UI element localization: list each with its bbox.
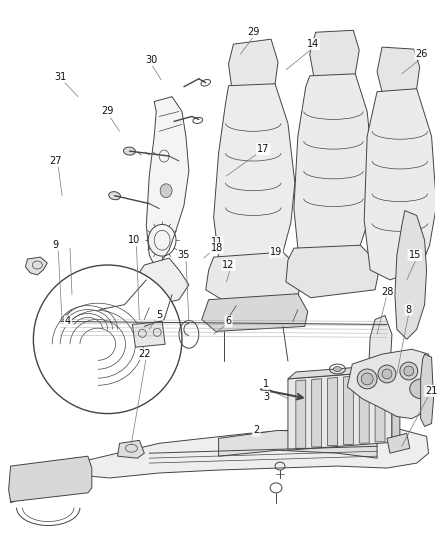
- Polygon shape: [134, 258, 189, 305]
- Polygon shape: [294, 74, 373, 258]
- Polygon shape: [375, 374, 385, 442]
- Text: 15: 15: [409, 250, 421, 260]
- Polygon shape: [25, 257, 47, 275]
- Circle shape: [357, 369, 377, 389]
- Polygon shape: [21, 477, 39, 485]
- Text: 28: 28: [381, 287, 393, 297]
- Text: 29: 29: [102, 107, 114, 117]
- Polygon shape: [420, 354, 434, 426]
- Polygon shape: [395, 211, 427, 340]
- Polygon shape: [347, 349, 431, 418]
- Polygon shape: [206, 252, 303, 304]
- Text: 1: 1: [263, 379, 269, 389]
- Text: 11: 11: [211, 237, 223, 247]
- Polygon shape: [392, 364, 400, 442]
- Polygon shape: [288, 364, 400, 379]
- Ellipse shape: [410, 379, 434, 399]
- Circle shape: [33, 265, 182, 414]
- Ellipse shape: [124, 147, 135, 155]
- Text: 21: 21: [425, 386, 438, 396]
- Text: 19: 19: [270, 247, 282, 257]
- Polygon shape: [286, 245, 380, 298]
- Text: 3: 3: [263, 392, 269, 402]
- Text: 9: 9: [52, 240, 58, 250]
- Polygon shape: [288, 371, 392, 450]
- Polygon shape: [219, 431, 377, 458]
- Ellipse shape: [333, 367, 341, 372]
- Text: 8: 8: [406, 304, 412, 314]
- Text: 30: 30: [145, 55, 157, 65]
- Polygon shape: [364, 88, 437, 280]
- Polygon shape: [88, 426, 428, 478]
- Polygon shape: [369, 316, 392, 384]
- Polygon shape: [42, 474, 59, 481]
- Text: 17: 17: [257, 144, 269, 154]
- Circle shape: [400, 362, 418, 380]
- Polygon shape: [310, 30, 359, 82]
- Polygon shape: [202, 294, 308, 332]
- Polygon shape: [229, 39, 278, 92]
- Polygon shape: [359, 375, 369, 443]
- Text: 29: 29: [247, 27, 259, 37]
- Text: 2: 2: [253, 425, 259, 435]
- Text: 22: 22: [138, 349, 151, 359]
- Polygon shape: [377, 47, 420, 96]
- Text: 14: 14: [307, 39, 319, 49]
- Polygon shape: [11, 458, 80, 480]
- Text: 27: 27: [49, 156, 61, 166]
- Polygon shape: [132, 321, 165, 347]
- Text: 18: 18: [211, 243, 223, 253]
- Polygon shape: [146, 96, 189, 265]
- Polygon shape: [117, 440, 144, 458]
- Text: 5: 5: [156, 310, 162, 320]
- Polygon shape: [343, 376, 353, 445]
- Circle shape: [382, 369, 392, 379]
- Circle shape: [361, 373, 373, 385]
- Circle shape: [404, 366, 414, 376]
- Polygon shape: [328, 377, 337, 446]
- Text: 10: 10: [128, 235, 141, 245]
- Polygon shape: [387, 433, 410, 453]
- Text: 4: 4: [65, 317, 71, 327]
- Polygon shape: [312, 378, 321, 447]
- Ellipse shape: [109, 192, 120, 200]
- Text: 35: 35: [178, 250, 190, 260]
- Polygon shape: [296, 380, 306, 448]
- Polygon shape: [11, 463, 90, 503]
- Polygon shape: [214, 84, 295, 267]
- Text: 6: 6: [226, 317, 232, 327]
- Text: 26: 26: [416, 49, 428, 59]
- Polygon shape: [9, 456, 92, 502]
- Text: 31: 31: [54, 72, 66, 82]
- Ellipse shape: [160, 184, 172, 198]
- Circle shape: [378, 365, 396, 383]
- Text: 12: 12: [223, 260, 235, 270]
